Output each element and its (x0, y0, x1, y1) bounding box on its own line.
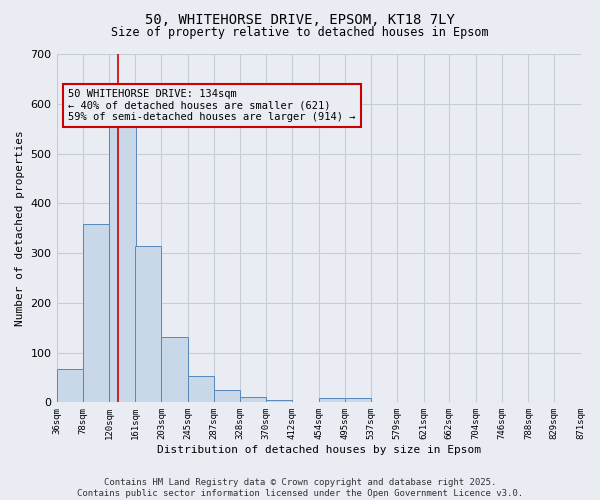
Bar (161, 337, 188, 402)
Bar (109, 116, 136, 403)
Text: Contains HM Land Registry data © Crown copyright and database right 2025.
Contai: Contains HM Land Registry data © Crown c… (77, 478, 523, 498)
Bar (266, 400, 292, 402)
Text: 50 WHITEHORSE DRIVE: 134sqm
← 40% of detached houses are smaller (621)
59% of se: 50 WHITEHORSE DRIVE: 134sqm ← 40% of det… (68, 89, 356, 122)
Bar (240, 397, 266, 402)
Bar (188, 376, 214, 402)
Text: Size of property relative to detached houses in Epsom: Size of property relative to detached ho… (111, 26, 489, 39)
Y-axis label: Number of detached properties: Number of detached properties (15, 130, 25, 326)
Bar (344, 398, 371, 402)
Bar (56, 369, 83, 402)
Bar (83, 224, 109, 402)
X-axis label: Distribution of detached houses by size in Epsom: Distribution of detached houses by size … (157, 445, 481, 455)
Bar (319, 398, 345, 402)
Bar (135, 246, 161, 402)
Text: 50, WHITEHORSE DRIVE, EPSOM, KT18 7LY: 50, WHITEHORSE DRIVE, EPSOM, KT18 7LY (145, 12, 455, 26)
Bar (214, 390, 241, 402)
